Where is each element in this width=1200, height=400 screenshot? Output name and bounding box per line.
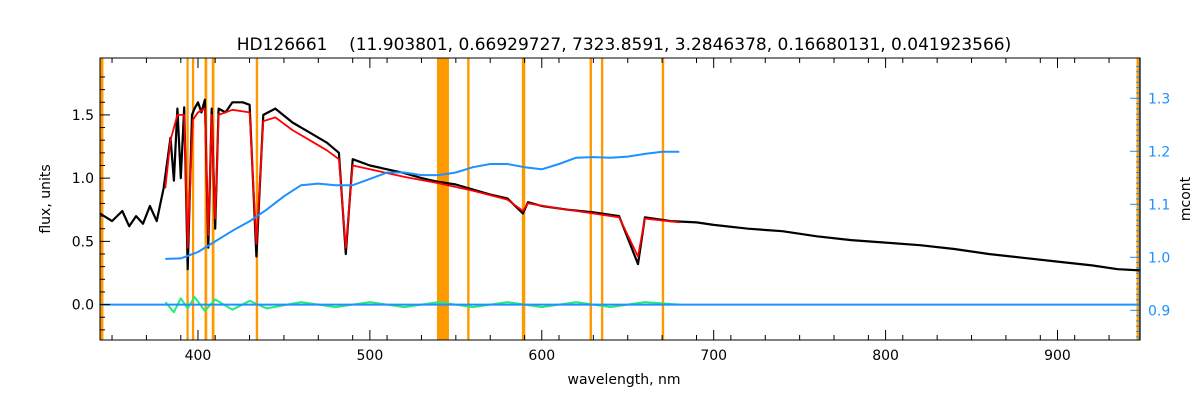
- y-tick-label: 0.5: [72, 234, 94, 250]
- series-model-line: [164, 107, 680, 258]
- x-tick-label: 600: [528, 348, 555, 364]
- y-tick-label: 1.0: [72, 171, 94, 187]
- y2-tick-label: 1.0: [1148, 250, 1170, 266]
- line-mask-band: [191, 58, 195, 340]
- line-mask-band: [467, 58, 470, 340]
- line-mask-band: [204, 58, 208, 340]
- left-y-axis: 0.0 0.5 1.0 1.5: [72, 76, 110, 331]
- x-tick-label: 700: [700, 348, 727, 364]
- x-tick-label: 800: [872, 348, 899, 364]
- y2-tick-label: 1.3: [1148, 91, 1170, 107]
- line-mask-band: [436, 58, 449, 340]
- right-y-axis-label: mcont: [1178, 176, 1194, 221]
- line-mask-bands: [100, 58, 1140, 340]
- line-mask-band: [600, 58, 604, 340]
- x-tick-label: 400: [185, 348, 212, 364]
- line-mask-band: [589, 58, 592, 340]
- series-layer: [99, 98, 1141, 314]
- x-tick-label: 500: [357, 348, 384, 364]
- chart-title: HD126661 (11.903801, 0.66929727, 7323.85…: [237, 35, 1012, 55]
- line-mask-band: [255, 58, 259, 340]
- y2-tick-label: 0.9: [1148, 303, 1170, 319]
- line-mask-band: [661, 58, 665, 340]
- y-tick-label: 1.5: [72, 108, 94, 124]
- y2-tick-label: 1.2: [1148, 144, 1170, 160]
- line-mask-band: [211, 58, 215, 340]
- right-y-axis: 0.9 1.0 1.1 1.2 1.3: [1130, 58, 1170, 340]
- x-axis: 400 500 600 700 800 900: [111, 58, 1110, 364]
- x-axis-label: wavelength, nm: [568, 372, 681, 388]
- series-mcont-line: [165, 150, 680, 260]
- line-mask-band: [100, 58, 104, 340]
- y-tick-label: 0.0: [72, 298, 94, 314]
- y2-tick-label: 1.1: [1148, 197, 1170, 213]
- line-mask-band: [521, 58, 526, 340]
- line-mask-band: [186, 58, 189, 340]
- y-axis-label: flux, units: [38, 164, 54, 233]
- plot-frame: [99, 57, 1141, 341]
- x-tick-label: 900: [1044, 348, 1071, 364]
